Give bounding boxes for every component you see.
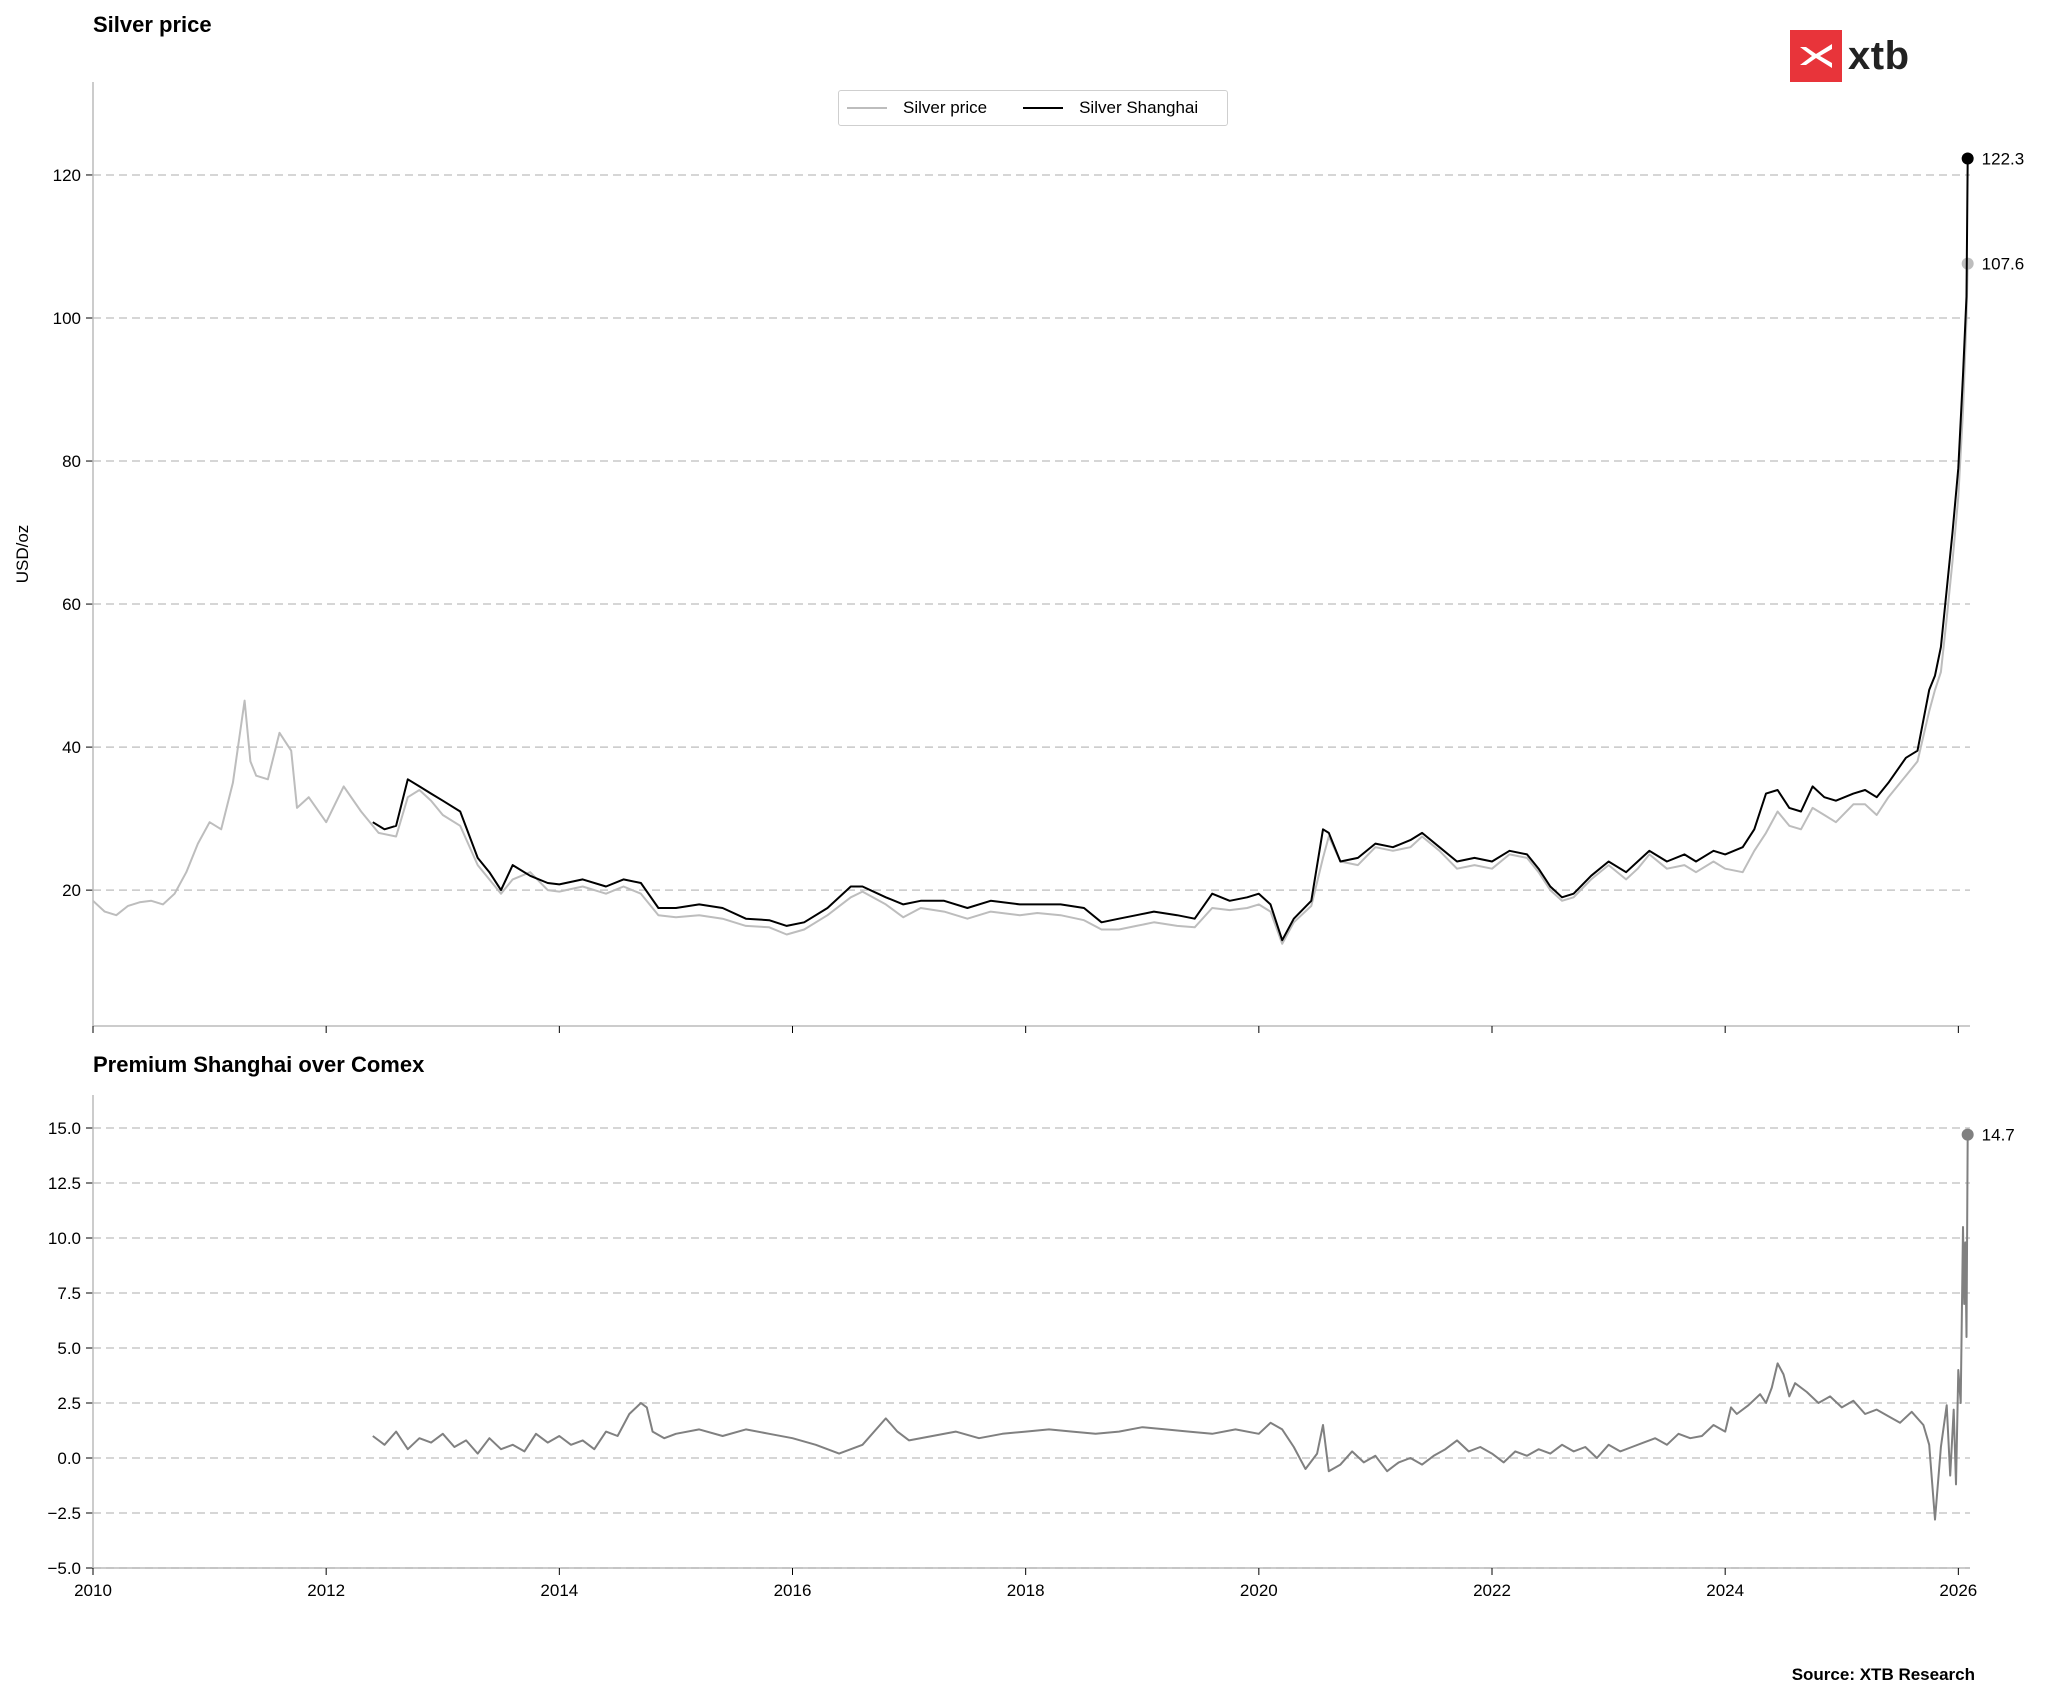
chart-title-silver-price: Silver price bbox=[93, 12, 212, 37]
x-tick-label-premium: 2010 bbox=[74, 1581, 112, 1600]
y-tick-label-price: 80 bbox=[62, 452, 81, 471]
legend-swatch-silver-shanghai bbox=[1023, 107, 1064, 109]
y-tick-label-premium: 10.0 bbox=[48, 1229, 81, 1248]
series-line-silver-price bbox=[92, 263, 1969, 945]
y-tick-label-premium: 2.5 bbox=[57, 1394, 81, 1413]
chart-legend: Silver price Silver Shanghai bbox=[838, 90, 1228, 126]
y-tick-label-premium: 7.5 bbox=[57, 1284, 81, 1303]
x-tick-label-premium: 2024 bbox=[1706, 1581, 1744, 1600]
y-tick-label-price: 20 bbox=[62, 881, 81, 900]
y-tick-label-premium: −5.0 bbox=[47, 1559, 81, 1578]
chart-title-premium: Premium Shanghai over Comex bbox=[93, 1052, 425, 1077]
y-tick-label-premium: 15.0 bbox=[48, 1119, 81, 1138]
legend-swatch-silver-price bbox=[847, 107, 887, 109]
legend-item-silver-shanghai: Silver Shanghai bbox=[1023, 98, 1198, 118]
y-axis-label-price: USD/oz bbox=[13, 525, 32, 584]
legend-label-silver-shanghai: Silver Shanghai bbox=[1079, 98, 1199, 117]
x-tick-label-premium: 2022 bbox=[1473, 1581, 1511, 1600]
series-line-premium bbox=[372, 1134, 1969, 1521]
brand-name: xtb bbox=[1848, 33, 1910, 78]
x-tick-label-premium: 2012 bbox=[307, 1581, 345, 1600]
legend-label-silver-price: Silver price bbox=[903, 98, 988, 117]
end-value-label-silver-shanghai: 122.3 bbox=[1982, 150, 2025, 169]
y-tick-label-price: 60 bbox=[62, 595, 81, 614]
end-value-label-silver-price: 107.6 bbox=[1982, 255, 2025, 274]
xtb-logo-icon bbox=[1790, 30, 1842, 82]
source-note: Source: XTB Research bbox=[1791, 1665, 1975, 1684]
end-value-label-premium: 14.7 bbox=[1982, 1126, 2015, 1145]
y-tick-label-premium: 12.5 bbox=[48, 1174, 81, 1193]
y-tick-label-premium: −2.5 bbox=[47, 1504, 81, 1523]
x-tick-label-premium: 2014 bbox=[540, 1581, 578, 1600]
end-marker-premium bbox=[1961, 1128, 1974, 1141]
series-line-silver-shanghai bbox=[372, 158, 1969, 942]
brand-logo: xtb bbox=[1790, 30, 1910, 82]
y-tick-label-price: 120 bbox=[53, 166, 81, 185]
x-tick-label-premium: 2016 bbox=[774, 1581, 812, 1600]
x-tick-label-premium: 2018 bbox=[1007, 1581, 1045, 1600]
x-tick-label-premium: 2026 bbox=[1939, 1581, 1977, 1600]
legend-item-silver-price: Silver price bbox=[847, 98, 987, 118]
y-tick-label-price: 40 bbox=[62, 738, 81, 757]
x-tick-label-premium: 2020 bbox=[1240, 1581, 1278, 1600]
y-tick-label-price: 100 bbox=[53, 309, 81, 328]
end-marker-silver-shanghai bbox=[1961, 152, 1974, 165]
y-tick-label-premium: 5.0 bbox=[57, 1339, 81, 1358]
y-tick-label-premium: 0.0 bbox=[57, 1449, 81, 1468]
